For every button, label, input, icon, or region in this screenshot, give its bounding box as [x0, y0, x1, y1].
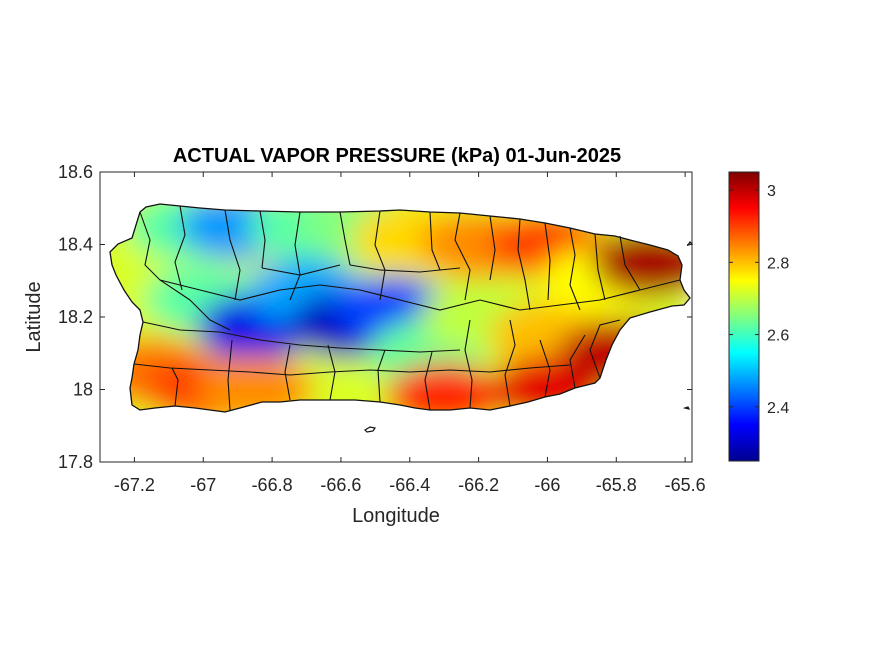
colorbar-ticks: 2.4 2.6 2.8 3 [729, 183, 789, 417]
x-axis-ticks: -67.2 -67 -66.8 -66.6 -66.4 -66.2 -66 -65.8 -65.… [114, 172, 706, 495]
coastline [109, 203, 691, 413]
y-tick-label: 18.4 [58, 235, 93, 255]
municipality-boundary [374, 210, 386, 301]
municipality-boundary [142, 321, 461, 353]
municipality-boundary [139, 211, 191, 301]
municipality-boundary [174, 205, 186, 291]
x-tick-label: -65.6 [665, 475, 706, 495]
y-tick-label: 17.8 [58, 452, 93, 472]
municipality-boundaries [133, 205, 681, 411]
municipality-boundary [171, 367, 179, 407]
municipality-boundary [339, 211, 351, 266]
municipality-boundary [159, 279, 481, 311]
municipality-boundary [479, 279, 681, 311]
colorbar [728, 171, 760, 462]
x-tick-label: -66 [534, 475, 560, 495]
x-tick-label: -66.4 [389, 475, 430, 495]
x-tick-label: -66.2 [458, 475, 499, 495]
municipality-boundary [189, 299, 231, 331]
colorbar-tick-label: 2.4 [767, 400, 789, 417]
municipality-boundary [349, 264, 461, 273]
municipality-boundary [259, 210, 266, 269]
municipality-boundary [327, 344, 336, 401]
municipality-boundary [289, 211, 301, 301]
municipality-boundary [224, 209, 241, 301]
municipality-boundary [424, 351, 433, 411]
municipality-boundary [539, 339, 551, 398]
chart-title: ACTUAL VAPOR PRESSURE (kPa) 01-Jun-2025 [173, 145, 621, 167]
municipality-boundary [619, 235, 641, 291]
municipality-boundary [594, 233, 606, 301]
municipality-boundary [544, 222, 551, 301]
y-axis-label: Latitude [23, 281, 45, 352]
colorbar-tick-label: 2.8 [767, 255, 789, 272]
y-tick-label: 18.6 [58, 162, 93, 182]
municipality-boundary [569, 227, 581, 311]
y-axis-ticks: 17.8 18 18.2 18.4 18.6 [58, 162, 692, 472]
municipality-boundary [261, 264, 341, 276]
x-axis-label: Longitude [352, 505, 440, 527]
municipality-boundary [284, 344, 291, 401]
municipality-boundary [429, 211, 441, 271]
municipality-boundary [377, 349, 386, 403]
field-sample [386, 362, 503, 412]
x-tick-label: -67.2 [114, 475, 155, 495]
colorbar-tick-label: 3 [767, 183, 776, 200]
municipality-boundary [227, 339, 233, 411]
municipality-boundary [133, 363, 571, 376]
x-tick-label: -65.8 [596, 475, 637, 495]
municipality-boundary [589, 319, 621, 379]
municipality-boundary [504, 319, 516, 407]
municipality-boundary [489, 215, 496, 281]
municipality-boundary [464, 319, 473, 409]
y-tick-label: 18.2 [58, 307, 93, 327]
x-tick-label: -66.6 [320, 475, 361, 495]
colorbar-tick-label: 2.6 [767, 328, 789, 345]
municipality-boundary [454, 212, 471, 301]
x-tick-label: -66.8 [252, 475, 293, 495]
municipality-boundary [569, 334, 586, 389]
municipality-boundary [517, 218, 531, 311]
x-tick-label: -67 [190, 475, 216, 495]
y-tick-label: 18 [73, 380, 93, 400]
